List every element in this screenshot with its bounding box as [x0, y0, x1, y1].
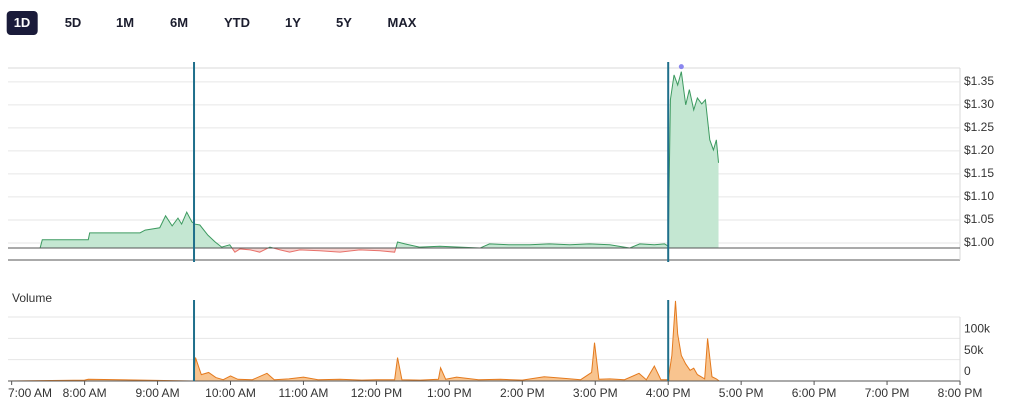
volume-line	[7, 300, 720, 382]
x-tick-label: 10:00 AM	[205, 386, 256, 400]
x-tick-label: 1:00 PM	[427, 386, 472, 400]
y-tick-label: 50k	[964, 343, 984, 357]
x-tick-label: 2:00 PM	[500, 386, 545, 400]
x-tick-label: 4:00 PM	[646, 386, 691, 400]
y-tick-label: $1.05	[964, 212, 994, 226]
price-line-positive	[8, 71, 720, 249]
x-tick-label: 8:00 PM	[938, 386, 983, 400]
range-tab[interactable]: 1Y	[285, 15, 301, 30]
y-tick-label: $1.30	[964, 97, 994, 111]
range-tab[interactable]: MAX	[387, 15, 417, 30]
range-tab[interactable]: YTD	[224, 15, 250, 30]
x-tick-label: 7:00 AM	[8, 386, 52, 400]
y-tick-label: $1.25	[964, 120, 994, 134]
y-tick-label: $1.15	[964, 166, 994, 180]
x-tick-label: 9:00 AM	[136, 386, 180, 400]
x-tick-label: 12:00 PM	[351, 386, 402, 400]
price-line-negative	[8, 248, 631, 253]
x-tick-label: 6:00 PM	[792, 386, 837, 400]
y-tick-label: 0	[964, 364, 971, 378]
y-tick-label: $1.35	[964, 74, 994, 88]
price-area-positive	[40, 71, 719, 249]
high-marker	[678, 64, 684, 70]
y-tick-label: $1.00	[964, 235, 994, 249]
x-tick-label: 7:00 PM	[865, 386, 910, 400]
price-area-negative	[8, 248, 719, 253]
range-tab[interactable]: 1D	[6, 11, 38, 35]
y-tick-label: $1.10	[964, 189, 994, 203]
x-tick-label: 11:00 AM	[279, 386, 329, 400]
range-tabs: 1D 5D 1M 6M YTD 1Y 5Y MAX	[0, 0, 1014, 46]
range-tab[interactable]: 6M	[169, 15, 189, 30]
range-tab[interactable]: 5D	[64, 15, 82, 30]
range-tab[interactable]: 5Y	[336, 15, 352, 30]
x-tick-label: 5:00 PM	[719, 386, 764, 400]
y-tick-label: 100k	[964, 322, 991, 336]
volume-title: Volume	[12, 291, 52, 305]
x-tick-label: 3:00 PM	[573, 386, 618, 400]
y-tick-label: $1.20	[964, 143, 994, 157]
range-tab[interactable]: 1M	[115, 15, 135, 30]
x-tick-label: 8:00 AM	[63, 386, 107, 400]
volume-area	[8, 300, 720, 381]
